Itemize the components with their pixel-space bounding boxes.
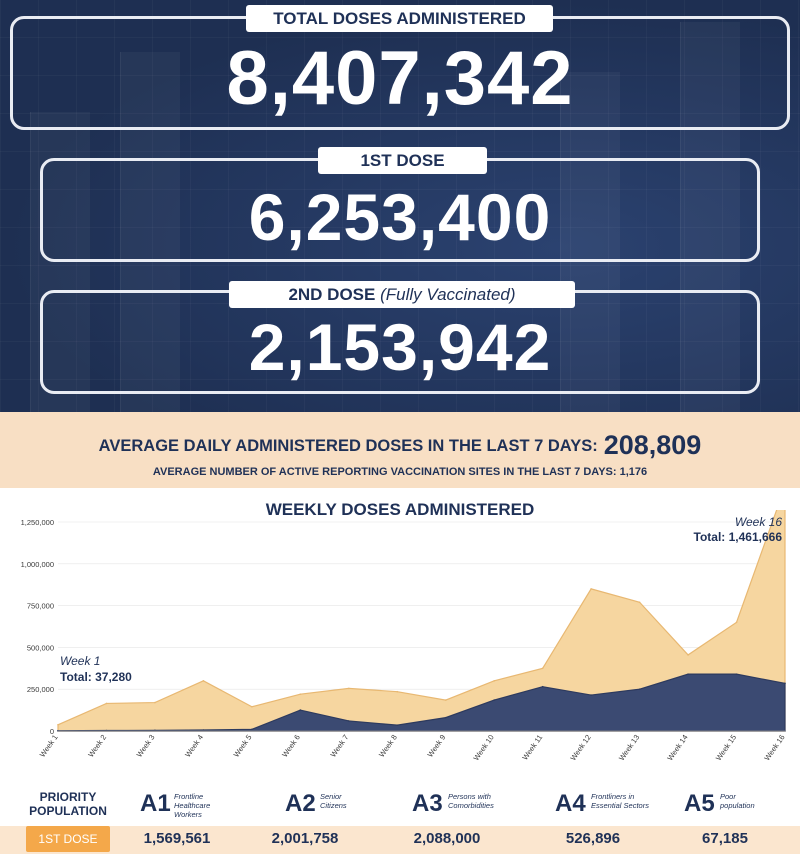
priority-code-a5: A5 bbox=[684, 790, 715, 817]
series-2-point bbox=[735, 673, 738, 675]
series-2-point bbox=[590, 694, 592, 696]
x-tick-label: Week 14 bbox=[665, 733, 689, 762]
series-2-point bbox=[541, 685, 544, 688]
priority-desc-a4: Frontliners in Essential Sectors bbox=[591, 792, 649, 810]
series-1-point bbox=[493, 680, 496, 682]
x-tick-label: Week 13 bbox=[617, 733, 641, 762]
x-tick-label: Week 2 bbox=[86, 733, 108, 759]
x-tick-label: Week 11 bbox=[520, 733, 544, 762]
daily-average-value: 208,809 bbox=[603, 430, 702, 460]
series-2-point bbox=[299, 709, 302, 711]
series-1-point bbox=[299, 693, 302, 696]
background-building bbox=[680, 22, 740, 412]
background-building bbox=[120, 52, 180, 412]
second-dose-label-note: (Fully Vaccinated) bbox=[380, 285, 516, 304]
y-tick-label: 750,000 bbox=[27, 602, 54, 611]
series-1-point bbox=[687, 654, 689, 656]
daily-average-line: AVERAGE DAILY ADMINISTERED DOSES IN THE … bbox=[0, 430, 800, 461]
x-tick-label: Week 16 bbox=[762, 733, 786, 762]
x-tick-label: Week 5 bbox=[232, 733, 254, 759]
series-2-point bbox=[444, 716, 447, 719]
daily-average-label: AVERAGE DAILY ADMINISTERED DOSES IN THE … bbox=[98, 437, 598, 455]
series-1-point bbox=[57, 723, 59, 726]
priority-code-a2: A2 bbox=[285, 790, 316, 817]
chart-title: WEEKLY DOSES ADMINISTERED bbox=[265, 500, 535, 519]
first-dose-row bbox=[0, 826, 800, 854]
total-doses-value: 8,407,342 bbox=[226, 36, 574, 121]
weekly-doses-chart: 0 250,000 500,000 750,000 1,000,000 1,250,000… bbox=[21, 510, 787, 762]
priority-code-a1: A1 bbox=[140, 790, 171, 817]
x-tick-label: Week 12 bbox=[568, 733, 592, 762]
series-1-point bbox=[348, 687, 350, 690]
series-1-point bbox=[638, 601, 641, 604]
second-dose-label-text: 2ND DOSE bbox=[288, 285, 376, 304]
priority-value-a4: 526,896 bbox=[565, 830, 621, 847]
y-tick-label: 0 bbox=[50, 727, 54, 736]
x-tick-label: Week 8 bbox=[377, 733, 399, 759]
priority-population-label: PRIORITY POPULATION bbox=[29, 790, 107, 818]
first-dose-row-label: 1ST DOSE bbox=[26, 826, 110, 852]
series-1-point bbox=[202, 680, 205, 682]
priority-value-a1: 1,569,561 bbox=[143, 830, 211, 847]
second-dose-value: 2,153,942 bbox=[248, 310, 552, 384]
second-dose-label: 2ND DOSE (Fully Vaccinated) bbox=[229, 281, 575, 308]
x-tick-label: Week 9 bbox=[425, 733, 447, 759]
series-2-point bbox=[493, 699, 496, 701]
priority-desc-a2: Senior Citizens bbox=[320, 792, 347, 810]
priority-code-a3: A3 bbox=[412, 790, 443, 817]
series-2-point bbox=[396, 724, 399, 726]
series-1-point bbox=[105, 702, 108, 705]
series-1-point bbox=[251, 705, 253, 708]
series-2-point bbox=[784, 682, 786, 685]
averages-band: AVERAGE DAILY ADMINISTERED DOSES IN THE … bbox=[0, 412, 800, 488]
annotation-first-week: Week 1 bbox=[60, 654, 100, 668]
priority-desc-a1: Frontline Healthcare Workers bbox=[174, 792, 211, 819]
priority-value-a3: 2,088,000 bbox=[413, 830, 481, 847]
series-1-point bbox=[444, 699, 447, 701]
first-dose-label: 1ST DOSE bbox=[318, 147, 487, 174]
series-2-point bbox=[348, 720, 350, 722]
priority-value-a2: 2,001,758 bbox=[271, 830, 339, 847]
series-1-point bbox=[396, 690, 399, 693]
y-tick-label: 250,000 bbox=[27, 685, 54, 694]
x-tick-label: Week 1 bbox=[38, 733, 60, 759]
series-1-point bbox=[735, 621, 738, 624]
x-tick-label: Week 10 bbox=[472, 733, 496, 762]
x-tick-label: Week 4 bbox=[183, 733, 205, 759]
priority-code-a4: A4 bbox=[555, 790, 586, 817]
series-2-point bbox=[687, 673, 689, 675]
x-tick-label: Week 3 bbox=[135, 733, 157, 759]
y-tick-label: 1,250,000 bbox=[21, 518, 54, 527]
total-doses-label: TOTAL DOSES ADMINISTERED bbox=[246, 5, 553, 32]
y-tick-label: 1,000,000 bbox=[21, 560, 54, 569]
series-1-point bbox=[541, 667, 544, 670]
first-dose-value: 6,253,400 bbox=[248, 180, 552, 254]
priority-desc-a5: Poor population bbox=[720, 792, 755, 810]
series-1-point bbox=[590, 588, 592, 590]
annotation-last-total: Total: 1,461,666 bbox=[694, 530, 783, 544]
annotation-last-week: Week 16 bbox=[735, 515, 782, 529]
priority-value-a5: 67,185 bbox=[702, 830, 748, 847]
series-1-point bbox=[154, 701, 156, 704]
sites-average-line: AVERAGE NUMBER OF ACTIVE REPORTING VACCI… bbox=[152, 466, 648, 478]
series-2-point bbox=[638, 688, 641, 690]
x-tick-label: Week 6 bbox=[280, 733, 302, 759]
series-2-point bbox=[202, 729, 205, 731]
annotation-first-total: Total: 37,280 bbox=[60, 670, 132, 684]
series-2-point bbox=[251, 728, 253, 731]
x-tick-label: Week 7 bbox=[329, 733, 351, 759]
y-tick-label: 500,000 bbox=[27, 643, 54, 652]
priority-desc-a3: Persons with Comorbidities bbox=[448, 792, 494, 810]
x-tick-label: Week 15 bbox=[714, 733, 738, 762]
